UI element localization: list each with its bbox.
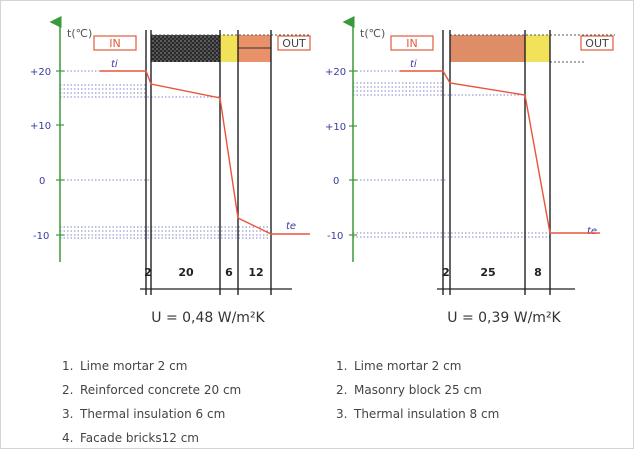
layer-list-right: 1. Lime mortar 2 cm 2. Masonry block 25 cm… bbox=[336, 354, 499, 426]
out-label: OUT bbox=[282, 37, 306, 50]
layer-number: 2. bbox=[62, 383, 74, 397]
tick-label: +20 bbox=[30, 67, 51, 78]
layer-text: Facade bricks12 cm bbox=[80, 431, 199, 445]
tick-label: 0 bbox=[39, 176, 45, 187]
tick-label: +10 bbox=[30, 121, 51, 132]
masonry-layer bbox=[450, 35, 525, 62]
tick-label: +10 bbox=[325, 122, 346, 133]
diagram-left: t(℃) +20 +10 0 -10 IN OUT ti te 2 20 6 1… bbox=[30, 16, 311, 326]
tick-label: +20 bbox=[325, 67, 346, 78]
layer-text: Lime mortar 2 cm bbox=[354, 359, 462, 373]
thickness-label: 2 bbox=[442, 266, 450, 279]
insulation-layer bbox=[220, 35, 238, 62]
layer-text: Thermal insulation 8 cm bbox=[354, 407, 500, 421]
layer-boundaries bbox=[145, 30, 272, 295]
layer-number: 2. bbox=[336, 383, 348, 397]
y-axis-ticks bbox=[349, 70, 357, 236]
ti-label: ti bbox=[410, 59, 417, 70]
out-box bbox=[277, 35, 311, 51]
reference-lines bbox=[60, 70, 270, 239]
tick-label: 0 bbox=[333, 176, 339, 187]
thickness-label: 20 bbox=[178, 266, 194, 279]
insulation-layer bbox=[525, 35, 550, 62]
concrete-layer bbox=[151, 35, 220, 62]
layer-number: 1. bbox=[336, 359, 348, 373]
te-label: te bbox=[587, 226, 597, 237]
ti-label: ti bbox=[111, 59, 118, 70]
thickness-label: 12 bbox=[248, 266, 263, 279]
in-box bbox=[93, 35, 137, 51]
layer-boundaries bbox=[442, 30, 551, 295]
tick-label: -10 bbox=[33, 231, 49, 242]
tick-label: -10 bbox=[327, 231, 343, 242]
y-axis-ticks bbox=[56, 70, 64, 236]
y-tick-labels: +20 +10 0 -10 bbox=[30, 67, 51, 242]
y-tick-labels: +20 +10 0 -10 bbox=[325, 67, 346, 242]
layer-text: Masonry block 25 cm bbox=[354, 383, 482, 397]
te-label: te bbox=[286, 221, 296, 232]
temperature-profile bbox=[400, 70, 600, 234]
in-label: IN bbox=[109, 37, 120, 50]
layer-list-left: 1. Lime mortar 2 cm 2. Reinforced concrete… bbox=[62, 354, 241, 450]
thickness-label: 2 bbox=[144, 266, 152, 279]
u-value: U = 0,48 W/m²K bbox=[151, 310, 265, 326]
in-box bbox=[390, 35, 434, 51]
layer-item: 2. Masonry block 25 cm bbox=[336, 378, 499, 402]
in-label: IN bbox=[406, 37, 417, 50]
layer-text: Lime mortar 2 cm bbox=[80, 359, 188, 373]
axis-label: t(℃) bbox=[360, 27, 385, 40]
layer-number: 3. bbox=[62, 407, 74, 421]
thickness-label: 8 bbox=[534, 266, 542, 279]
layer-item: 2. Reinforced concrete 20 cm bbox=[62, 378, 241, 402]
layer-item: 1. Lime mortar 2 cm bbox=[336, 354, 499, 378]
layer-text: Reinforced concrete 20 cm bbox=[80, 383, 242, 397]
out-label: OUT bbox=[585, 37, 609, 50]
reference-lines bbox=[353, 70, 550, 238]
thickness-label: 25 bbox=[480, 266, 495, 279]
layer-text: Thermal insulation 6 cm bbox=[80, 407, 226, 421]
layer-number: 3. bbox=[336, 407, 348, 421]
layer-item: 3. Thermal insulation 6 cm bbox=[62, 402, 241, 426]
temperature-profile bbox=[100, 70, 310, 235]
layer-item: 1. Lime mortar 2 cm bbox=[62, 354, 241, 378]
thickness-labels: 2 20 6 12 bbox=[144, 266, 263, 279]
axis-label: t(℃) bbox=[67, 27, 92, 40]
layer-number: 4. bbox=[62, 431, 74, 445]
layer-item: 3. Thermal insulation 8 cm bbox=[336, 402, 499, 426]
layer-number: 1. bbox=[62, 359, 74, 373]
thickness-label: 6 bbox=[225, 266, 233, 279]
thickness-labels: 2 25 8 bbox=[442, 266, 542, 279]
u-value: U = 0,39 W/m²K bbox=[447, 310, 561, 326]
diagram-right: t(℃) +20 +10 0 -10 IN OUT ti te 2 25 8 U… bbox=[325, 16, 615, 326]
out-box bbox=[580, 35, 614, 51]
layer-item: 4. Facade bricks12 cm bbox=[62, 426, 241, 450]
